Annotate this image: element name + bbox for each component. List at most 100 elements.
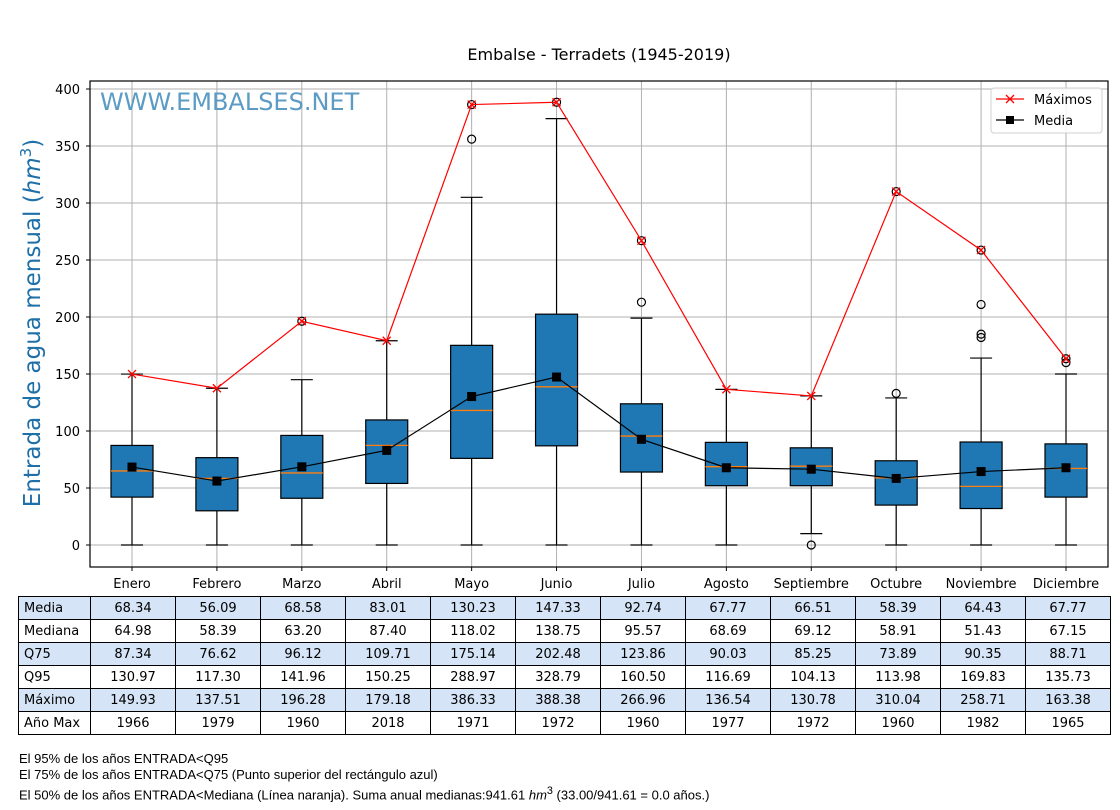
table-cell: 96.12	[260, 642, 346, 666]
point-media	[1061, 463, 1071, 473]
note-q95: El 95% de los años ENTRADA<Q95	[19, 751, 229, 766]
table-cell: 2018	[345, 711, 431, 735]
square-marker-icon	[1006, 116, 1014, 124]
table-cell: 150.25	[345, 665, 431, 689]
x-tick-label: Diciembre	[1033, 577, 1099, 592]
table-cell: 68.69	[685, 619, 771, 643]
point-maximo	[1061, 354, 1071, 364]
note-unit-sup: 3	[546, 785, 553, 797]
table-cell: 85.25	[770, 642, 856, 666]
x-tick-label: Mayo	[454, 577, 489, 592]
table-cell: 258.71	[940, 688, 1026, 712]
table-cell: 83.01	[345, 596, 431, 620]
table-cell: 196.28	[260, 688, 346, 712]
x-tick-label: Marzo	[282, 577, 321, 592]
outlier-point	[297, 316, 307, 326]
x-tick-label: Julio	[627, 577, 655, 592]
point-media	[467, 392, 477, 402]
table-cell: 58.91	[855, 619, 941, 643]
boxplot-chart: Embalse - Terradets (1945-2019) 0 50 100 15…	[17, 45, 1109, 592]
table-cell: 1977	[685, 711, 771, 735]
x-tick-label: Abril	[372, 577, 402, 592]
stats-table: Media 68.34 56.09 68.58 83.01 130.23 147.33 92.…	[18, 596, 1111, 735]
table-cell: 1982	[940, 711, 1026, 735]
point-media	[976, 467, 986, 477]
table-cell: 113.98	[855, 665, 941, 689]
table-cell: 310.04	[855, 688, 941, 712]
point-media	[127, 462, 137, 472]
table-cell: 88.71	[1025, 642, 1111, 666]
table-cell: 73.89	[855, 642, 941, 666]
y-tick-label: 50	[63, 482, 80, 497]
y-tick-label: 300	[55, 197, 80, 212]
point-maximo	[976, 245, 986, 255]
note-median-text: El 50% de los años ENTRADA<Mediana (Líne…	[19, 787, 529, 803]
table-cell: 130.78	[770, 688, 856, 712]
table-cell: 141.96	[260, 665, 346, 689]
y-tick-label: 100	[55, 425, 80, 440]
table-cell: 149.93	[90, 688, 176, 712]
outlier-point	[467, 134, 477, 144]
outlier-point	[976, 245, 986, 255]
y-tick-label: 150	[55, 368, 80, 383]
y-tick-label: 0	[72, 539, 80, 554]
table-cell: 64.43	[940, 596, 1026, 620]
table-row: Máximo 149.93 137.51 196.28 179.18 386.33 388.…	[18, 688, 1111, 712]
table-cell: 117.30	[175, 665, 261, 689]
table-cell: 67.15	[1025, 619, 1111, 643]
note-median-ratio: (33.00/941.61 = 0.0 años.)	[552, 787, 710, 803]
table-cell: 138.75	[515, 619, 601, 643]
table-row: Mediana 64.98 58.39 63.20 87.40 118.02 138.75 9…	[18, 619, 1111, 643]
table-cell: 130.97	[90, 665, 176, 689]
outlier-point	[636, 236, 647, 246]
table-cell: 56.09	[175, 596, 261, 620]
point-maximo	[552, 97, 562, 107]
table-cell: 1965	[1025, 711, 1111, 735]
notes: El 95% de los años ENTRADA<Q95 El 75% de…	[19, 751, 709, 803]
table-cell: 67.77	[685, 596, 771, 620]
table-cell: 90.03	[685, 642, 771, 666]
x-tick-label: Octubre	[870, 577, 922, 592]
table-cell: 58.39	[855, 596, 941, 620]
outlier-point	[806, 540, 816, 550]
table-cell: 87.34	[90, 642, 176, 666]
point-media	[552, 372, 562, 382]
note-median: El 50% de los años ENTRADA<Mediana (Líne…	[19, 783, 709, 803]
point-maximo	[891, 187, 901, 197]
table-cell: 388.38	[515, 688, 601, 712]
table-cell: 179.18	[345, 688, 431, 712]
row-label: Mediana	[18, 619, 91, 643]
table-row: Q75 87.34 76.62 96.12 109.71 175.14 202.48 123.…	[18, 642, 1111, 666]
table-cell: 288.97	[430, 665, 516, 689]
line-maximos	[131, 101, 1067, 397]
point-maximo	[721, 384, 731, 394]
x-tick-label: Noviembre	[946, 577, 1017, 592]
table-row: Media 68.34 56.09 68.58 83.01 130.23 147.33 92.…	[18, 596, 1111, 620]
table-cell: 92.74	[600, 596, 686, 620]
x-marker-icon	[1005, 94, 1015, 104]
table-cell: 66.51	[770, 596, 856, 620]
box-julio	[619, 236, 664, 546]
x-tick-label: Septiembre	[774, 577, 849, 592]
table-cell: 104.13	[770, 665, 856, 689]
point-maximo	[806, 391, 816, 401]
line-series	[127, 97, 1071, 486]
legend-label-media: Media	[1034, 114, 1073, 129]
y-tick-label: 400	[55, 83, 80, 98]
row-label: Q75	[18, 642, 91, 666]
table-cell: 135.73	[1025, 665, 1111, 689]
box-junio	[534, 97, 579, 546]
chart-title: Embalse - Terradets (1945-2019)	[467, 45, 730, 64]
table-cell: 163.38	[1025, 688, 1111, 712]
table-cell: 1972	[770, 711, 856, 735]
table-cell: 1966	[90, 711, 176, 735]
table-cell: 58.39	[175, 619, 261, 643]
point-maximo	[127, 369, 137, 379]
legend-entry-media: Media	[996, 114, 1073, 129]
point-maximo	[382, 336, 392, 346]
point-maximo	[636, 236, 646, 246]
table-cell: 1979	[175, 711, 261, 735]
table-cell: 123.86	[600, 642, 686, 666]
x-tick-label: Agosto	[704, 577, 749, 592]
point-maximo	[467, 100, 477, 110]
